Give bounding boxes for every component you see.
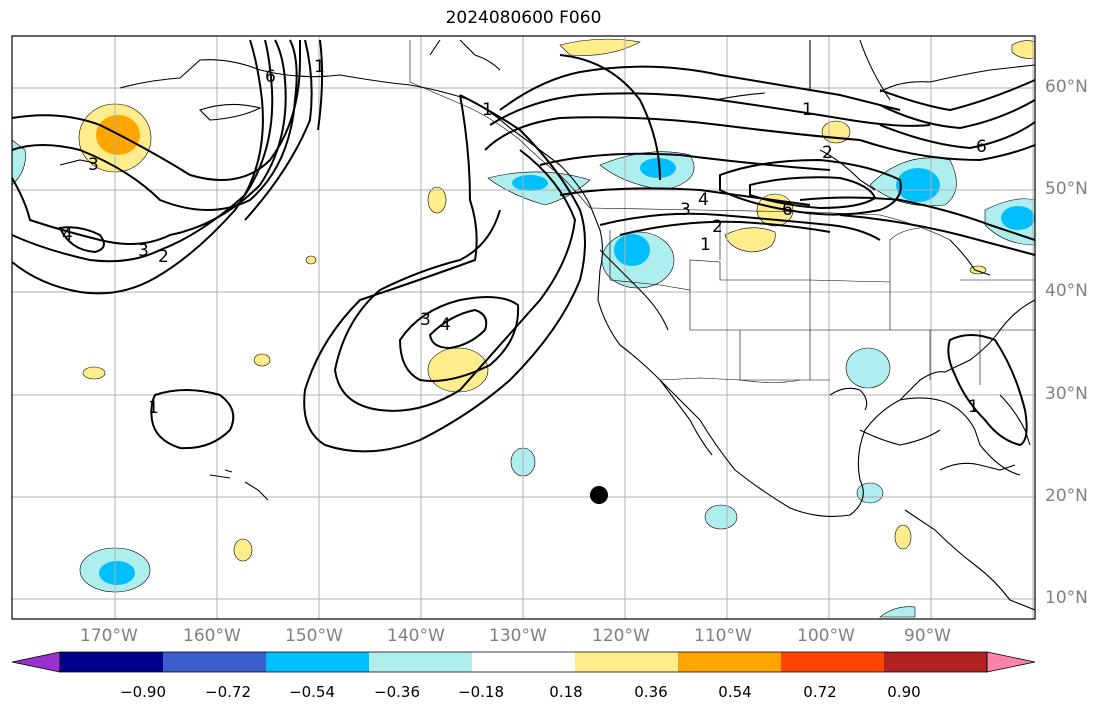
lon-label: 140°W [387, 626, 445, 646]
contour-label: 3 [88, 155, 99, 175]
colorbar-segment [781, 652, 885, 672]
colorbar-tick-label: −0.18 [458, 683, 504, 701]
contour-labels: 4 3 2 3 6 1 3 4 1 3 4 2 1 6 1 2 6 1 1 [62, 57, 987, 418]
contour-label: 2 [712, 217, 723, 237]
colorbar-tick-label: 0.18 [549, 683, 583, 701]
contour-label: 1 [314, 57, 325, 77]
contour-label: 1 [482, 100, 493, 120]
colorbar-segment [266, 652, 370, 672]
lat-label: 10°N [1045, 588, 1088, 608]
lon-label: 110°W [694, 626, 752, 646]
colorbar-extend-max [986, 651, 1036, 673]
contour-label: 6 [782, 200, 793, 220]
coastlines [59, 39, 1036, 611]
contour-label: 1 [802, 100, 813, 120]
colorbar-segment [678, 652, 782, 672]
lat-label: 60°N [1045, 77, 1088, 97]
lon-label: 120°W [592, 626, 650, 646]
lon-label: 100°W [797, 626, 855, 646]
colorbar-segment [884, 652, 988, 672]
contour-label: 6 [976, 137, 987, 157]
colorbar-tick-label: 0.72 [803, 683, 837, 701]
lat-lon-grid [12, 36, 1035, 619]
colorbar-outline [59, 651, 988, 673]
lon-label: 150°W [285, 626, 343, 646]
contour-label: 1 [148, 398, 159, 418]
contour-label: 1 [968, 397, 979, 417]
colorbar-segment [60, 652, 164, 672]
contour-label: 4 [440, 315, 451, 335]
marker-dot [590, 486, 608, 504]
lon-label: 170°W [80, 626, 138, 646]
contour-label: 3 [138, 241, 149, 261]
contour-label: 4 [62, 225, 73, 245]
contour-label: 3 [680, 200, 691, 220]
lon-label: 160°W [183, 626, 241, 646]
colorbar-extend-min [11, 651, 61, 673]
colorbar-tick-label: 0.36 [634, 683, 668, 701]
colorbar-tick-label: −0.90 [120, 683, 166, 701]
colorbar-segment [369, 652, 473, 672]
colorbar-segment [472, 652, 576, 672]
colorbar-segment [163, 652, 267, 672]
map-title: 2024080600 F060 [445, 8, 602, 28]
contours [11, 39, 1036, 453]
contour-label: 3 [420, 310, 431, 330]
lat-label: 30°N [1045, 384, 1088, 404]
contour-label: 1 [700, 235, 711, 255]
contour-label: 2 [822, 143, 833, 163]
colorbar [11, 651, 1036, 673]
contour-label: 4 [698, 190, 709, 210]
lat-label: 50°N [1045, 179, 1088, 199]
colorbar-segment [575, 652, 679, 672]
contour-label: 6 [265, 67, 276, 87]
lat-label: 40°N [1045, 281, 1088, 301]
lon-label: 130°W [489, 626, 547, 646]
lon-label: 90°W [904, 626, 951, 646]
lat-label: 20°N [1045, 486, 1088, 506]
map-frame [11, 35, 1036, 620]
contour-label: 2 [158, 247, 169, 267]
colorbar-tick-label: −0.54 [289, 683, 335, 701]
political-borders [409, 40, 1035, 385]
colorbar-tick-label: 0.90 [887, 683, 921, 701]
colorbar-tick-label: −0.72 [205, 683, 251, 701]
colorbar-tick-label: 0.54 [718, 683, 752, 701]
colorbar-tick-label: −0.36 [374, 683, 420, 701]
